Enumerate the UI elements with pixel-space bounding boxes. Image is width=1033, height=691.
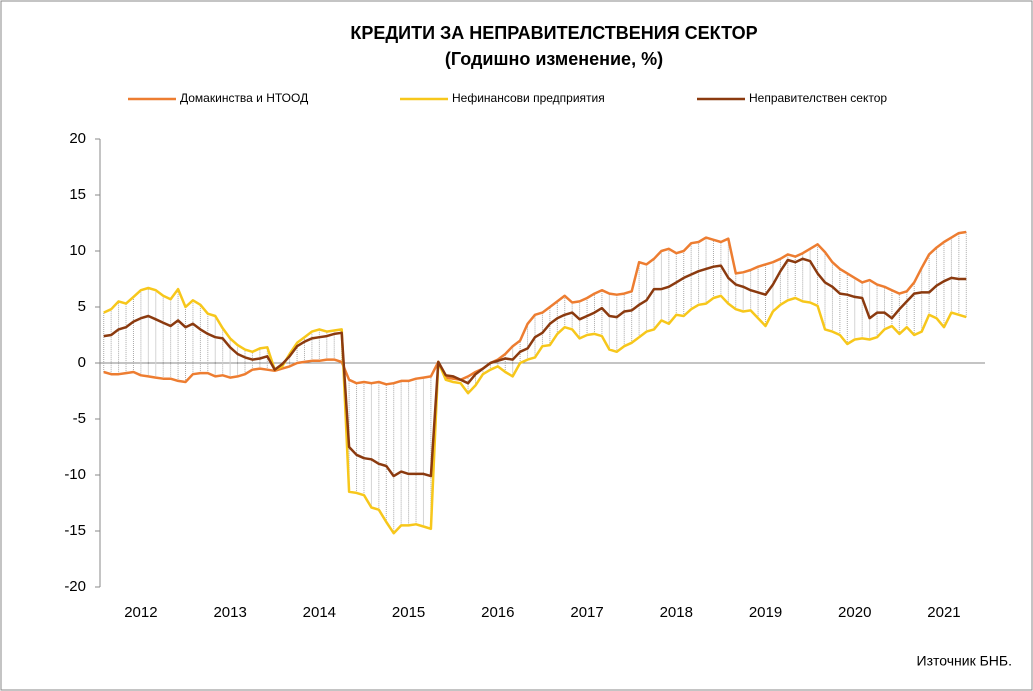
x-tick-label: 2015 xyxy=(392,604,425,621)
x-tick-label: 2013 xyxy=(213,604,246,621)
x-tick-label: 2012 xyxy=(124,604,157,621)
legend-label: Нефинансови предприятия xyxy=(452,91,605,105)
y-tick-label: -5 xyxy=(73,410,86,427)
y-tick-label: -10 xyxy=(64,466,86,483)
series-line xyxy=(103,257,967,478)
x-tick-label: 2014 xyxy=(303,604,336,621)
y-tick-label: -20 xyxy=(64,578,86,595)
x-tick-label: 2017 xyxy=(570,604,603,621)
y-tick-label: -15 xyxy=(64,522,86,539)
y-tick-label: 5 xyxy=(78,298,86,315)
chart-title: КРЕДИТИ ЗА НЕПРАВИТЕЛСТВЕНИЯ СЕКТОР xyxy=(350,23,757,43)
source-note: Източник БНБ. xyxy=(917,653,1012,669)
y-tick-label: 10 xyxy=(69,242,86,259)
legend-label: Домакинства и НТООД xyxy=(180,91,308,105)
legend-label: Неправителствен сектор xyxy=(749,91,887,105)
series-line xyxy=(103,230,967,386)
x-tick-label: 2021 xyxy=(927,604,960,621)
x-tick-label: 2018 xyxy=(660,604,693,621)
series-line xyxy=(103,286,967,535)
x-tick-label: 2019 xyxy=(749,604,782,621)
y-tick-label: 15 xyxy=(69,186,86,203)
y-tick-label: 0 xyxy=(78,354,86,371)
x-tick-label: 2016 xyxy=(481,604,514,621)
y-tick-label: 20 xyxy=(69,130,86,147)
x-tick-label: 2020 xyxy=(838,604,871,621)
chart-subtitle: (Годишно изменение, %) xyxy=(445,49,663,69)
